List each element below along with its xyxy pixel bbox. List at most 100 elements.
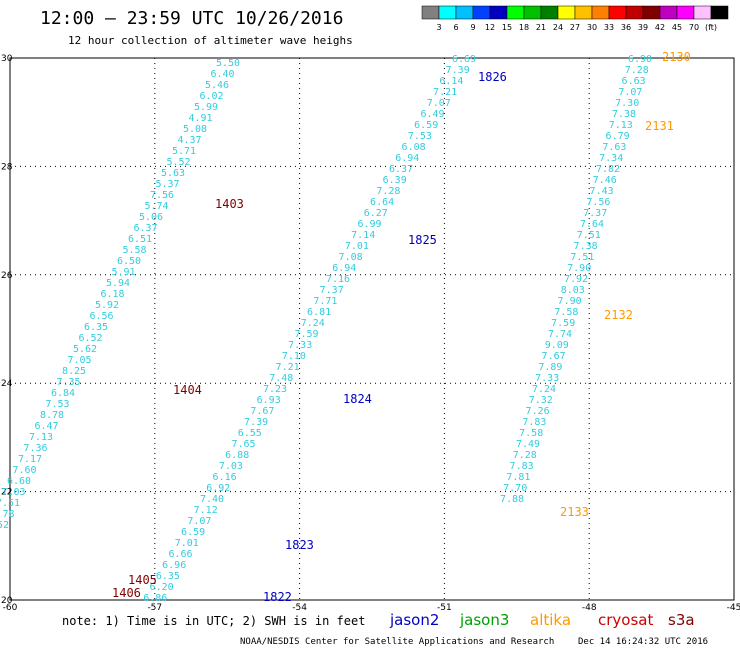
swh-value: 7.81 <box>506 472 530 483</box>
swh-value: 6.37 <box>133 223 157 234</box>
pass-label: 1823 <box>285 538 314 552</box>
scale-swatch <box>676 5 695 20</box>
lat-tick-label: 22 <box>1 488 12 498</box>
swh-value: 5.91 <box>111 267 135 278</box>
satellite-legend-item: altika <box>530 611 571 629</box>
swh-value: 5.52 <box>166 157 190 168</box>
swh-value: 6.84 <box>51 388 75 399</box>
swh-value: 7.01 <box>345 241 369 252</box>
scale-label: 18 <box>519 23 529 32</box>
swh-value: 7.48 <box>269 373 293 384</box>
pass-label: 2133 <box>560 505 589 519</box>
timestamp-text: Dec 14 16:24:32 UTC 2016 <box>578 637 708 647</box>
swh-value: 5.94 <box>106 278 130 289</box>
lon-tick-label: -51 <box>437 603 452 613</box>
scale-swatch <box>489 5 508 20</box>
scale-swatch <box>540 5 559 20</box>
lon-tick-label: -57 <box>147 603 162 613</box>
swh-value: 5.92 <box>95 300 119 311</box>
scale-swatch <box>659 5 678 20</box>
scale-swatch <box>710 5 729 20</box>
lon-tick-label: -60 <box>3 603 18 613</box>
scale-swatch <box>693 5 712 20</box>
scale-label: 42 <box>655 23 665 32</box>
swh-value: 7.51 <box>0 498 20 509</box>
scale-label: 3 <box>436 23 441 32</box>
swh-value: 7.26 <box>526 406 550 417</box>
swh-value: 7.51 <box>577 230 601 241</box>
scale-swatch <box>523 5 542 20</box>
swh-value: 7.17 <box>18 454 42 465</box>
swh-value: 7.32 <box>529 395 553 406</box>
scale-label: 21 <box>536 23 546 32</box>
swh-value: 6.52 <box>0 520 9 531</box>
swh-value: 7.03 <box>1 487 25 498</box>
footer-note: note: 1) Time is in UTC; 2) SWH is in fe… <box>62 614 365 628</box>
swh-value: 7.63 <box>602 142 626 153</box>
lon-tick-label: -48 <box>582 603 597 613</box>
pass-label: 1825 <box>408 233 437 247</box>
lon-tick-label: -54 <box>292 603 307 613</box>
pass-label: 2132 <box>604 308 633 322</box>
swh-value: 6.81 <box>307 307 331 318</box>
swh-value: 7.82 <box>596 164 620 175</box>
swh-value: 7.51 <box>570 252 594 263</box>
swh-value: 7.14 <box>351 230 375 241</box>
swh-value: 6.59 <box>414 120 438 131</box>
satellite-legend-item: s3a <box>668 611 695 629</box>
pass-label: 1826 <box>478 70 507 84</box>
scale-label: 12 <box>485 23 495 32</box>
swh-value: 6.79 <box>606 131 630 142</box>
satellite-legend-item: jason2 <box>389 611 439 629</box>
swh-value: 7.01 <box>175 538 199 549</box>
swh-value: 7.07 <box>618 87 642 98</box>
swh-value: 4.91 <box>188 113 212 124</box>
swh-value: 6.49 <box>420 109 444 120</box>
scale-swatch <box>642 5 661 20</box>
swh-value: 6.16 <box>213 472 237 483</box>
swh-value: 7.21 <box>433 87 457 98</box>
plot-frame <box>9 57 735 601</box>
pass-label: 1404 <box>173 383 202 397</box>
swh-value: 7.65 <box>231 439 255 450</box>
scale-swatch <box>591 5 610 20</box>
swh-value: 7.43 <box>590 186 614 197</box>
swh-value: 6.51 <box>128 234 152 245</box>
swh-value: 8.78 <box>0 509 15 520</box>
pass-label: 1824 <box>343 392 372 406</box>
swh-value: 7.88 <box>500 494 524 505</box>
scale-label: 24 <box>553 23 563 32</box>
swh-value: 5.58 <box>122 245 146 256</box>
swh-value: 5.08 <box>183 124 207 135</box>
swh-value: 7.64 <box>580 219 604 230</box>
swh-value: 7.05 <box>67 355 91 366</box>
swh-value: 7.89 <box>538 362 562 373</box>
scale-swatch <box>421 5 440 20</box>
swh-value: 6.50 <box>117 256 141 267</box>
swh-value: 6.40 <box>210 69 234 80</box>
scale-label: 6 <box>453 23 458 32</box>
scale-label: 30 <box>587 23 597 32</box>
swh-value: 7.83 <box>510 461 534 472</box>
swh-value: 6.66 <box>168 549 192 560</box>
pass-label: 1403 <box>215 197 244 211</box>
swh-value: 5.74 <box>144 201 168 212</box>
swh-value: 7.56 <box>150 190 174 201</box>
swh-value: 7.59 <box>551 318 575 329</box>
satellite-legend: jason2 jason3 altika cryosat s3a <box>389 611 695 629</box>
pass-label: 2130 <box>662 50 691 64</box>
swh-value: 5.63 <box>161 168 185 179</box>
swh-value: 6.63 <box>622 76 646 87</box>
satellite-legend-item: jason3 <box>459 611 509 629</box>
swh-value: 7.36 <box>23 443 47 454</box>
swh-value: 6.20 <box>150 582 174 593</box>
swh-value: 7.35 <box>56 377 80 388</box>
swh-value: 6.86 <box>143 593 167 604</box>
lat-tick-label: 28 <box>1 162 13 172</box>
pass-label: 2131 <box>645 119 674 133</box>
swh-value: 7.08 <box>339 252 363 263</box>
scale-swatch <box>608 5 627 20</box>
swh-value: 6.92 <box>206 483 230 494</box>
scale-label: 70 <box>689 23 699 32</box>
